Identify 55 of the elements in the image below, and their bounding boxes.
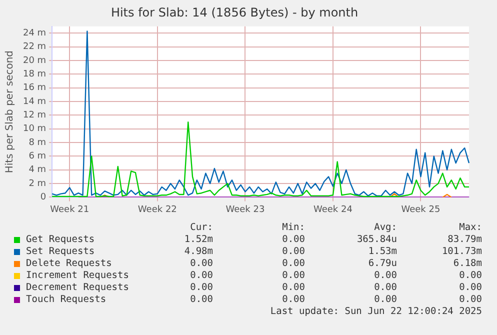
text: 0.00 — [282, 246, 305, 257]
text: 0.00 — [190, 282, 213, 293]
text: 0.00 — [374, 270, 397, 281]
text: 6.79u — [368, 258, 397, 269]
legend-label: Set Requests — [26, 246, 95, 257]
text: 0.00 — [374, 282, 397, 293]
x-tick-label: Week 24 — [313, 204, 353, 215]
y-tick-label: 16 m — [22, 83, 46, 94]
x-tick-label: Week 22 — [138, 204, 177, 215]
y-tick-label: 12 m — [22, 110, 46, 121]
y-tick-label: 8 m — [28, 138, 46, 148]
x-tick-label: Week 25 — [401, 204, 440, 215]
text: 1.52m — [183, 234, 213, 245]
text: 0.00 — [190, 270, 213, 281]
text: 0.00 — [459, 294, 482, 305]
legend-label: Delete Requests — [26, 258, 112, 269]
legend-label: Touch Requests — [26, 294, 106, 305]
text: 1.53m — [368, 246, 397, 257]
legend-label: Increment Requests — [26, 270, 129, 281]
text: Last update: Sun Jun 22 12:00:24 2025 — [270, 306, 482, 317]
y-tick-label: 0 — [40, 192, 46, 203]
text: 0.00 — [282, 234, 305, 245]
text: 4.98m — [183, 246, 213, 257]
text: 0.00 — [282, 282, 305, 293]
y-tick-label: 14 m — [22, 96, 46, 107]
y-tick-label: 22 m — [22, 42, 46, 52]
y-tick-label: 24 m — [22, 28, 46, 39]
text: 0.00 — [459, 282, 482, 293]
legend-label: Get Requests — [26, 234, 95, 245]
text: 0.00 — [282, 270, 305, 281]
text: 0.00 — [282, 258, 305, 269]
y-axis-title: Hits per Slab per second — [4, 50, 16, 174]
text: 0.00 — [459, 270, 482, 281]
y-tick-label: 6 m — [28, 152, 46, 162]
text: 0.00 — [282, 294, 305, 305]
text: 101.73m — [442, 246, 482, 257]
x-tick-label: Week 21 — [50, 204, 90, 215]
text: 365.84u — [356, 234, 397, 245]
text: Cur: — [189, 222, 213, 233]
text: Avg: — [374, 222, 397, 233]
y-tick-label: 20 m — [22, 56, 46, 66]
text: 0.00 — [374, 294, 397, 305]
text: 6.18m — [453, 258, 482, 269]
text: 0.00 — [189, 294, 213, 305]
y-tick-label: 4 m — [28, 165, 46, 176]
text: 0.00 — [189, 258, 213, 269]
y-tick-label: 10 m — [22, 124, 46, 134]
legend-label: Decrement Requests — [26, 282, 129, 293]
text: 83.79m — [448, 234, 482, 245]
x-tick-label: Week 23 — [226, 204, 265, 215]
y-tick-label: 18 m — [22, 70, 46, 80]
text: Max: — [459, 222, 482, 233]
chart-title: Hits for Slab: 14 (1856 Bytes) - by month — [110, 5, 358, 20]
text: Min: — [282, 222, 305, 233]
y-tick-label: 2 m — [28, 178, 46, 189]
